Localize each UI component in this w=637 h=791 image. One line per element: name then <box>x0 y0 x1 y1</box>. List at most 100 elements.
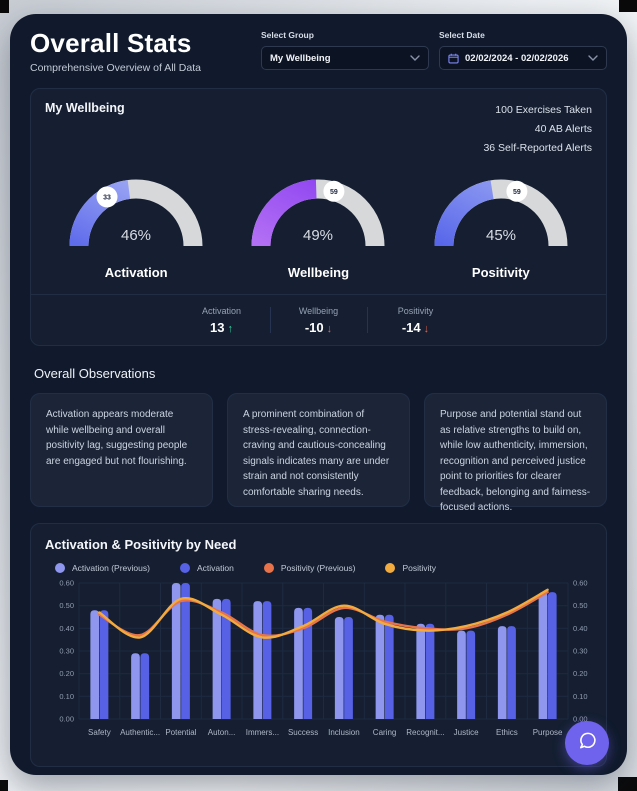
screen-corner-mark <box>619 0 637 12</box>
legend-item-positivity[interactable]: Positivity <box>385 563 436 574</box>
group-filter-label: Select Group <box>261 30 314 40</box>
svg-text:Justice: Justice <box>454 728 479 737</box>
chart-legend: Activation (Previous) Activation Positiv… <box>55 563 592 574</box>
screen-corner-mark <box>618 777 637 791</box>
wellbeing-card-title: My Wellbeing <box>45 101 125 116</box>
legend-label: Activation <box>196 563 234 574</box>
need-chart: 0.60 0.60 0.50 0.50 0.40 0.40 0.30 0.30 0.20 0.20… <box>45 575 592 748</box>
legend-item-positivity-previous[interactable]: Positivity (Previous) <box>263 563 356 574</box>
legend-dot <box>263 563 274 574</box>
svg-text:0.00: 0.00 <box>59 715 74 724</box>
delta-label: Wellbeing <box>298 305 339 316</box>
observations-title: Overall Observations <box>34 366 156 382</box>
legend-dot <box>385 563 396 574</box>
gauge-activation: 46% 33 Activation <box>45 160 227 280</box>
delta-stats-row: Activation 13 ↑ Wellbeing -10 ↓ Positivity… <box>31 294 606 346</box>
svg-text:Purpose: Purpose <box>533 728 563 737</box>
counter-exercises: 100 Exercises Taken <box>495 104 592 117</box>
chat-button[interactable] <box>565 721 609 765</box>
legend-item-activation[interactable]: Activation <box>179 563 234 574</box>
legend-dot <box>179 563 190 574</box>
screen-corner-mark <box>0 0 9 13</box>
svg-text:Success: Success <box>288 728 318 737</box>
delta-value: -10 ↓ <box>304 319 333 335</box>
gauge-arc: 49% 59 <box>227 160 409 263</box>
observation-card: Activation appears moderate while wellbe… <box>30 393 213 508</box>
svg-text:Inclusion: Inclusion <box>328 728 360 737</box>
screen-corner-mark <box>0 780 8 791</box>
delta-positivity: Positivity -14 ↓ <box>368 306 464 335</box>
svg-text:0.60: 0.60 <box>573 579 588 588</box>
observation-text: Activation appears moderate while wellbe… <box>46 409 188 467</box>
svg-text:0.20: 0.20 <box>573 669 588 678</box>
need-chart-title: Activation & Positivity by Need <box>45 537 237 553</box>
delta-value: -14 ↓ <box>401 319 430 335</box>
divider <box>269 307 271 334</box>
trend-down-icon: ↓ <box>423 322 430 335</box>
gauge-wellbeing: 49% 59 Wellbeing <box>227 160 409 280</box>
svg-text:Authentic...: Authentic... <box>120 728 160 737</box>
gauge-label: Positivity <box>471 265 530 281</box>
chevron-down-icon <box>410 55 420 61</box>
calendar-icon <box>448 53 459 64</box>
group-select[interactable]: My Wellbeing <box>261 46 429 70</box>
divider <box>366 307 368 334</box>
svg-text:45%: 45% <box>486 227 516 244</box>
svg-text:0.40: 0.40 <box>573 624 588 633</box>
gauges-row: 46% 33 Activation 49% 59 Wellbeing <box>45 160 592 294</box>
trend-down-icon: ↓ <box>326 322 333 335</box>
svg-text:0.20: 0.20 <box>59 669 74 678</box>
svg-text:59: 59 <box>330 189 338 196</box>
observation-text: A prominent combination of stress-reveal… <box>243 409 390 498</box>
delta-label: Positivity <box>397 305 434 316</box>
svg-text:0.50: 0.50 <box>573 601 588 610</box>
svg-text:0.30: 0.30 <box>59 647 74 656</box>
svg-text:Ethics: Ethics <box>496 728 518 737</box>
svg-text:Auton...: Auton... <box>208 728 236 737</box>
page-subtitle: Comprehensive Overview of All Data <box>30 62 201 75</box>
svg-text:0.50: 0.50 <box>59 601 74 610</box>
need-chart-svg: 0.60 0.60 0.50 0.50 0.40 0.40 0.30 0.30 0.20 0.20… <box>59 579 588 738</box>
svg-text:46%: 46% <box>121 227 151 244</box>
gauge-label: Activation <box>104 265 168 281</box>
delta-activation: Activation 13 ↑ <box>174 306 270 335</box>
observation-text: Purpose and potential stand out as relat… <box>440 409 591 514</box>
chevron-down-icon <box>588 55 598 61</box>
svg-text:0.00: 0.00 <box>573 715 588 724</box>
svg-text:33: 33 <box>103 195 111 202</box>
gauge-arc: 46% 33 <box>45 160 227 263</box>
svg-text:0.30: 0.30 <box>573 647 588 656</box>
svg-text:0.60: 0.60 <box>59 579 74 588</box>
observation-card: Purpose and potential stand out as relat… <box>424 393 607 513</box>
wellbeing-card-header: My Wellbeing 100 Exercises Taken 40 AB A… <box>45 101 592 158</box>
delta-value: 13 ↑ <box>210 319 233 335</box>
header-titles: Overall Stats Comprehensive Overview of … <box>30 28 251 75</box>
svg-text:0.40: 0.40 <box>59 624 74 633</box>
bars-current <box>99 583 557 720</box>
gauge-label: Wellbeing <box>287 265 350 281</box>
trend-up-icon: ↑ <box>227 322 233 335</box>
svg-text:49%: 49% <box>303 227 333 244</box>
page-title: Overall Stats <box>30 28 192 58</box>
delta-label: Activation <box>201 305 242 316</box>
legend-item-activation-previous[interactable]: Activation (Previous) <box>55 563 150 574</box>
need-chart-card: Activation & Positivity by Need Activati… <box>30 523 607 768</box>
legend-label: Positivity <box>402 563 436 574</box>
chat-bubble-icon <box>577 730 598 756</box>
legend-label: Activation (Previous) <box>72 563 150 574</box>
wellbeing-counters: 100 Exercises Taken 40 AB Alerts 36 Self… <box>483 101 592 158</box>
svg-text:Potential: Potential <box>165 728 196 737</box>
dashboard-panel: Overall Stats Comprehensive Overview of … <box>10 14 627 775</box>
date-range-select[interactable]: 02/02/2024 - 02/02/2026 <box>439 46 607 70</box>
svg-text:0.10: 0.10 <box>59 692 74 701</box>
svg-text:Safety: Safety <box>88 728 111 737</box>
svg-text:59: 59 <box>513 189 521 196</box>
date-filter-label: Select Date <box>439 30 485 40</box>
gauge-arc: 45% 59 <box>410 160 592 263</box>
observations-row: Activation appears moderate while wellbe… <box>30 393 607 513</box>
date-filter: Select Date 02/02/2024 - 02/02/2026 <box>439 30 607 70</box>
svg-text:Recognit...: Recognit... <box>406 728 444 737</box>
legend-label: Positivity (Previous) <box>280 563 356 574</box>
date-range-value: 02/02/2024 - 02/02/2026 <box>465 52 569 64</box>
group-select-value: My Wellbeing <box>270 52 331 64</box>
